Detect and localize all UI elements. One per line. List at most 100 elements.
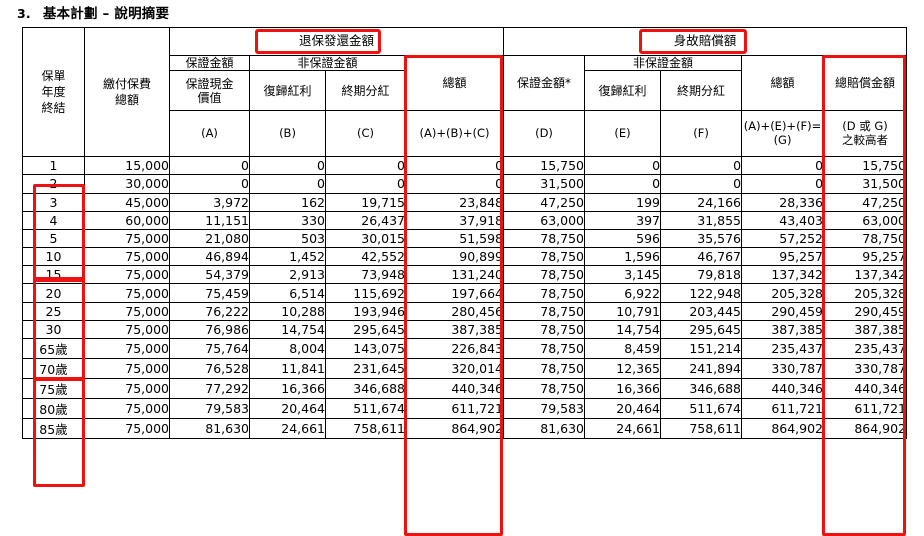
cell-g: 57,252 (741, 228, 825, 249)
cell-premium: 45,000 (84, 192, 170, 212)
cell-a: 0 (169, 156, 250, 176)
leaf-header-gcv-line1: 保證現金 (185, 76, 234, 91)
cell-premium: 75,000 (84, 247, 170, 267)
table-row: 65歲 75,000 75,764 8,004 143,075 226,843 78,750… (22, 338, 908, 360)
cell-d: 78,750 (503, 265, 586, 285)
cell-dg: 15,750 (823, 156, 908, 176)
cell-policy-year: 3 (22, 192, 85, 212)
cell-g: 95,257 (741, 247, 825, 267)
code-dg-label: 之較高者 (842, 132, 889, 147)
cell-policy-year: 20 (22, 283, 85, 303)
cell-e: 3,145 (584, 265, 662, 285)
cell-c: 26,437 (325, 210, 406, 230)
cell-a: 79,583 (169, 398, 250, 420)
subheader-surrender-guaranteed: 保證金額 (169, 54, 250, 72)
cell-f: 122,948 (660, 283, 743, 303)
header-policy-year-line1: 保單 (41, 68, 66, 83)
header-total-premium: 繳付保費 總額 (84, 26, 170, 158)
cell-d: 78,750 (503, 378, 586, 400)
table-row: 4 60,000 11,151 330 26,437 37,918 63,000 397 31,… (22, 210, 908, 230)
cell-abc: 864,902 (404, 418, 505, 440)
cell-premium: 75,000 (84, 358, 170, 380)
header-policy-year-line2: 年度 (41, 84, 66, 99)
cell-b: 0 (249, 174, 326, 194)
cell-d: 47,250 (503, 192, 586, 212)
cell-g: 235,437 (741, 338, 825, 360)
cell-d: 78,750 (503, 228, 586, 249)
cell-dg: 47,250 (823, 192, 908, 212)
cell-f: 35,576 (660, 228, 743, 249)
cell-d: 78,750 (503, 319, 586, 340)
cell-premium: 15,000 (84, 156, 170, 176)
cell-b: 16,366 (249, 378, 326, 400)
cell-d: 31,500 (503, 174, 586, 194)
cell-a: 76,528 (169, 358, 250, 380)
leaf-header-death-terminal-bonus: 終期分紅 (660, 70, 743, 112)
table-row: 10 75,000 46,894 1,452 42,552 90,899 78,750 1,5… (22, 247, 908, 267)
group-header-death-benefit: 身故賠償額 (503, 27, 908, 56)
table-row: 1 15,000 0 0 0 0 15,750 0 0 0 15,750 (22, 156, 908, 176)
cell-policy-year: 30 (22, 319, 85, 340)
code-dg-formula: (D 或 G) (842, 118, 888, 133)
cell-abc: 90,899 (404, 247, 505, 267)
cell-f: 79,818 (660, 265, 743, 285)
cell-policy-year: 1 (22, 156, 85, 176)
cell-d: 78,750 (503, 283, 586, 303)
table-row: 20 75,000 75,459 6,514 115,692 197,664 78,750 6… (22, 283, 908, 303)
header-total-premium-line2: 總額 (114, 93, 139, 108)
subheader-surrender-total: 總額 (404, 54, 505, 112)
code-dg: (D 或 G) 之較高者 (823, 110, 908, 158)
cell-f: 0 (660, 174, 743, 194)
cell-b: 11,841 (249, 358, 326, 380)
cell-premium: 30,000 (84, 174, 170, 194)
cell-f: 295,645 (660, 319, 743, 340)
cell-e: 0 (584, 156, 662, 176)
code-abc: (A)+(B)+(C) (404, 110, 505, 158)
cell-premium: 75,000 (84, 228, 170, 249)
cell-e: 10,791 (584, 301, 662, 321)
cell-policy-year: 25 (22, 301, 85, 321)
cell-a: 0 (169, 174, 250, 194)
cell-abc: 197,664 (404, 283, 505, 303)
cell-a: 76,986 (169, 319, 250, 340)
cell-g: 137,342 (741, 265, 825, 285)
leaf-header-death-reversionary-bonus: 復歸紅利 (584, 70, 662, 112)
cell-policy-year: 75歲 (22, 378, 85, 400)
cell-f: 0 (660, 156, 743, 176)
illustration-table-container: 保單 年度 終結 繳付保費 總額 退保發還金額 身故賠償額 保證金額 非保證金額… (22, 26, 908, 536)
cell-premium: 75,000 (84, 338, 170, 360)
cell-a: 54,379 (169, 265, 250, 285)
cell-c: 758,611 (325, 418, 406, 440)
cell-e: 24,661 (584, 418, 662, 440)
cell-c: 511,674 (325, 398, 406, 420)
table-row: 85歲 75,000 81,630 24,661 758,611 864,902 81,63… (22, 418, 908, 440)
cell-premium: 75,000 (84, 301, 170, 321)
table-row: 75歲 75,000 77,292 16,366 346,688 440,346 78,75… (22, 378, 908, 400)
cell-dg: 440,346 (823, 378, 908, 400)
cell-g: 330,787 (741, 358, 825, 380)
cell-dg: 387,385 (823, 319, 908, 340)
leaf-header-gcv-line2: 價值 (197, 90, 222, 105)
cell-e: 0 (584, 174, 662, 194)
table-row: 70歲 75,000 76,528 11,841 231,645 320,014 78,75… (22, 358, 908, 380)
cell-f: 46,767 (660, 247, 743, 267)
cell-a: 77,292 (169, 378, 250, 400)
header-row-codes: (A) (B) (C) (A)+(B)+(C) (D) (E) (F) (A)+… (23, 110, 908, 158)
cell-c: 346,688 (325, 378, 406, 400)
table-row: 5 75,000 21,080 503 30,015 51,598 78,750 596 35,… (22, 228, 908, 249)
table-body: 1 15,000 0 0 0 0 15,750 0 0 0 15,750 2 30,000 0 0 0 0 31,… (22, 156, 908, 440)
cell-g: 28,336 (741, 192, 825, 212)
cell-g: 387,385 (741, 319, 825, 340)
cell-d: 79,583 (503, 398, 586, 420)
cell-g: 0 (741, 174, 825, 194)
cell-policy-year: 4 (22, 210, 85, 230)
code-b: (B) (249, 110, 326, 158)
cell-b: 10,288 (249, 301, 326, 321)
cell-g: 205,328 (741, 283, 825, 303)
cell-d: 15,750 (503, 156, 586, 176)
cell-premium: 60,000 (84, 210, 170, 230)
subheader-total-benefit: 總賠償金額 (823, 54, 908, 112)
cell-premium: 75,000 (84, 319, 170, 340)
cell-c: 193,946 (325, 301, 406, 321)
cell-c: 19,715 (325, 192, 406, 212)
